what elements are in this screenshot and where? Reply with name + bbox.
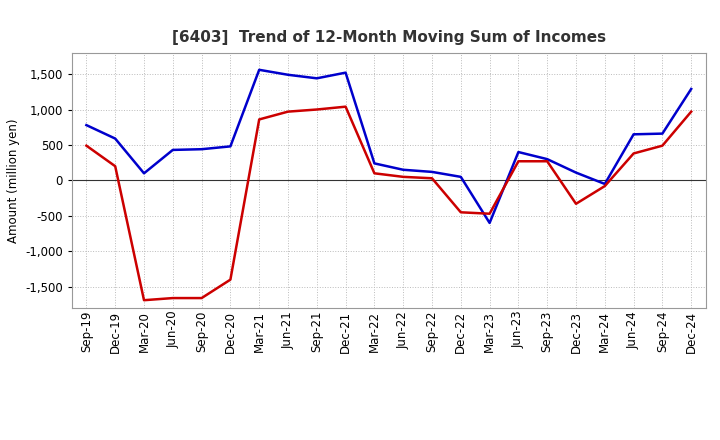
- Net Income: [226, 277, 235, 282]
- Net Income: [456, 210, 465, 215]
- Ordinary Income: [543, 157, 552, 162]
- Net Income: [687, 109, 696, 114]
- Y-axis label: Amount (million yen): Amount (million yen): [6, 118, 19, 242]
- Ordinary Income: [111, 136, 120, 141]
- Ordinary Income: [485, 220, 494, 226]
- Ordinary Income: [370, 161, 379, 166]
- Net Income: [572, 201, 580, 206]
- Ordinary Income: [168, 147, 177, 153]
- Ordinary Income: [687, 86, 696, 92]
- Ordinary Income: [572, 170, 580, 175]
- Net Income: [111, 164, 120, 169]
- Net Income: [600, 183, 609, 189]
- Net Income: [284, 109, 292, 114]
- Line: Ordinary Income: Ordinary Income: [86, 70, 691, 223]
- Ordinary Income: [514, 150, 523, 155]
- Net Income: [82, 143, 91, 148]
- Net Income: [255, 117, 264, 122]
- Net Income: [428, 176, 436, 181]
- Ordinary Income: [140, 171, 148, 176]
- Ordinary Income: [399, 167, 408, 172]
- Ordinary Income: [629, 132, 638, 137]
- Net Income: [658, 143, 667, 148]
- Net Income: [197, 295, 206, 301]
- Net Income: [399, 174, 408, 180]
- Ordinary Income: [82, 122, 91, 128]
- Ordinary Income: [428, 169, 436, 175]
- Title: [6403]  Trend of 12-Month Moving Sum of Incomes: [6403] Trend of 12-Month Moving Sum of I…: [172, 29, 606, 45]
- Net Income: [485, 211, 494, 216]
- Ordinary Income: [600, 181, 609, 187]
- Net Income: [543, 159, 552, 164]
- Line: Net Income: Net Income: [86, 106, 691, 300]
- Net Income: [312, 107, 321, 112]
- Net Income: [629, 151, 638, 156]
- Net Income: [341, 104, 350, 109]
- Net Income: [168, 295, 177, 301]
- Ordinary Income: [312, 76, 321, 81]
- Ordinary Income: [255, 67, 264, 73]
- Ordinary Income: [226, 144, 235, 149]
- Net Income: [370, 171, 379, 176]
- Net Income: [140, 297, 148, 303]
- Ordinary Income: [341, 70, 350, 75]
- Ordinary Income: [197, 147, 206, 152]
- Ordinary Income: [658, 131, 667, 136]
- Net Income: [514, 159, 523, 164]
- Ordinary Income: [284, 72, 292, 77]
- Ordinary Income: [456, 174, 465, 180]
